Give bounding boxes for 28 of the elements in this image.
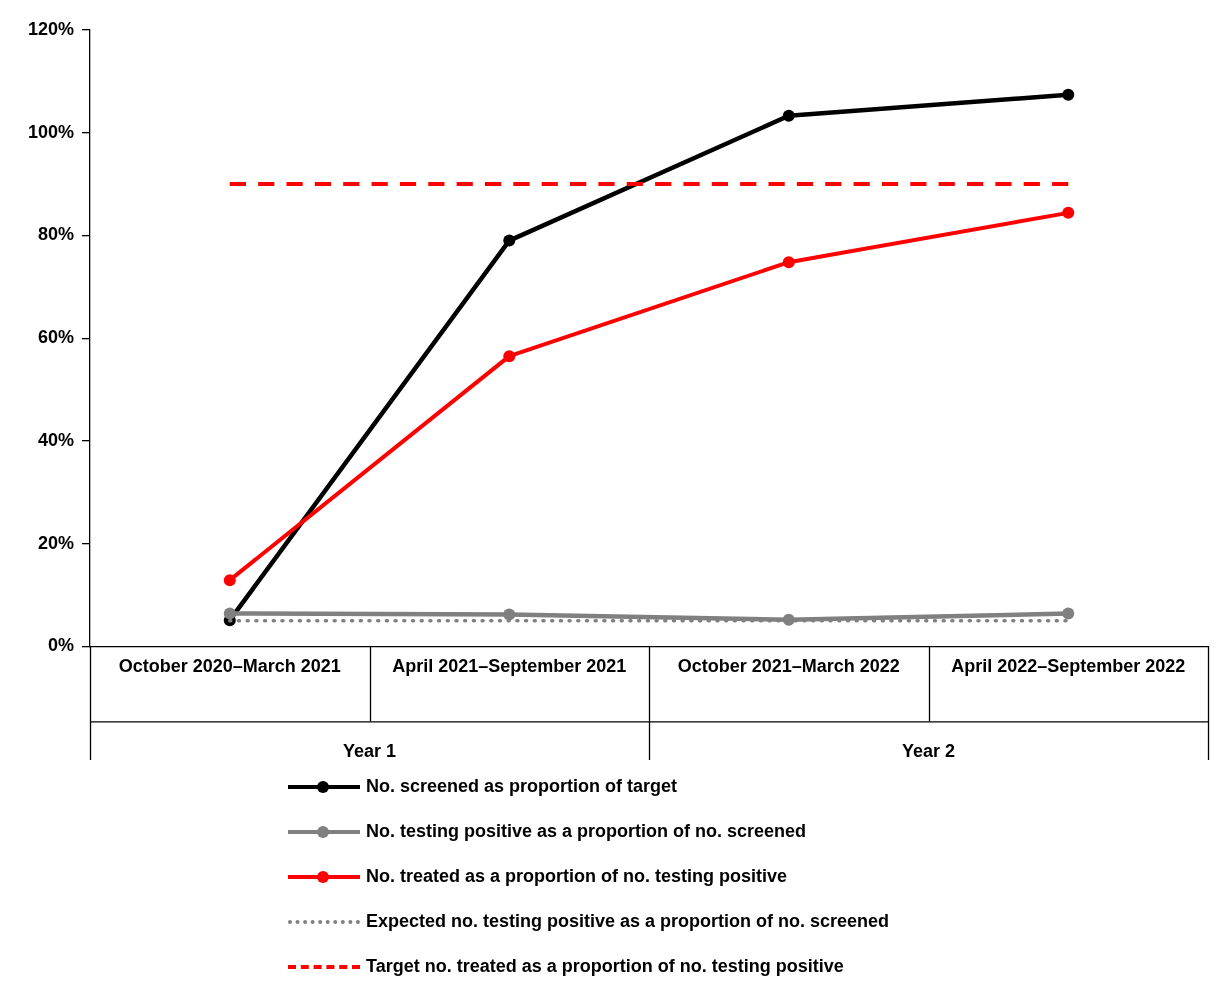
y-tick-label: 120% bbox=[27, 18, 75, 39]
legend-label: Expected no. testing positive as a proportion of no. screened bbox=[366, 911, 890, 932]
text: Year 1 bbox=[343, 741, 397, 762]
point bbox=[503, 234, 516, 247]
y-tick-label: 80% bbox=[38, 224, 75, 245]
x-tick-label: April 2022–September 2022 bbox=[951, 656, 1186, 677]
y-tick-label: 60% bbox=[38, 327, 75, 348]
point bbox=[1062, 206, 1075, 219]
point bbox=[1062, 607, 1075, 620]
point bbox=[223, 574, 236, 587]
legend-label: No. testing positive as a proportion of no. screened bbox=[366, 821, 807, 842]
point bbox=[782, 256, 795, 269]
point bbox=[223, 607, 236, 620]
point bbox=[503, 350, 516, 363]
y-tick-label: 100% bbox=[27, 121, 75, 142]
x-tick-label: October 2021–March 2022 bbox=[677, 656, 900, 677]
text: Year 2 bbox=[901, 741, 956, 762]
x-tick-label: October 2020–March 2021 bbox=[118, 656, 341, 677]
point bbox=[782, 109, 795, 122]
legend-label: Target no. treated as a proportion of no. testing positive bbox=[366, 956, 844, 977]
point bbox=[1062, 88, 1075, 101]
y-tick-label: 20% bbox=[38, 532, 75, 553]
legend-label: No. screened as proportion of target bbox=[366, 776, 678, 797]
point bbox=[503, 608, 516, 621]
x-tick-label: April 2021–September 2021 bbox=[392, 656, 627, 677]
y-tick-label: 0% bbox=[48, 635, 75, 656]
legend-label: No. treated as a proportion of no. testing positive bbox=[366, 866, 788, 887]
y-tick-label: 40% bbox=[38, 429, 75, 450]
